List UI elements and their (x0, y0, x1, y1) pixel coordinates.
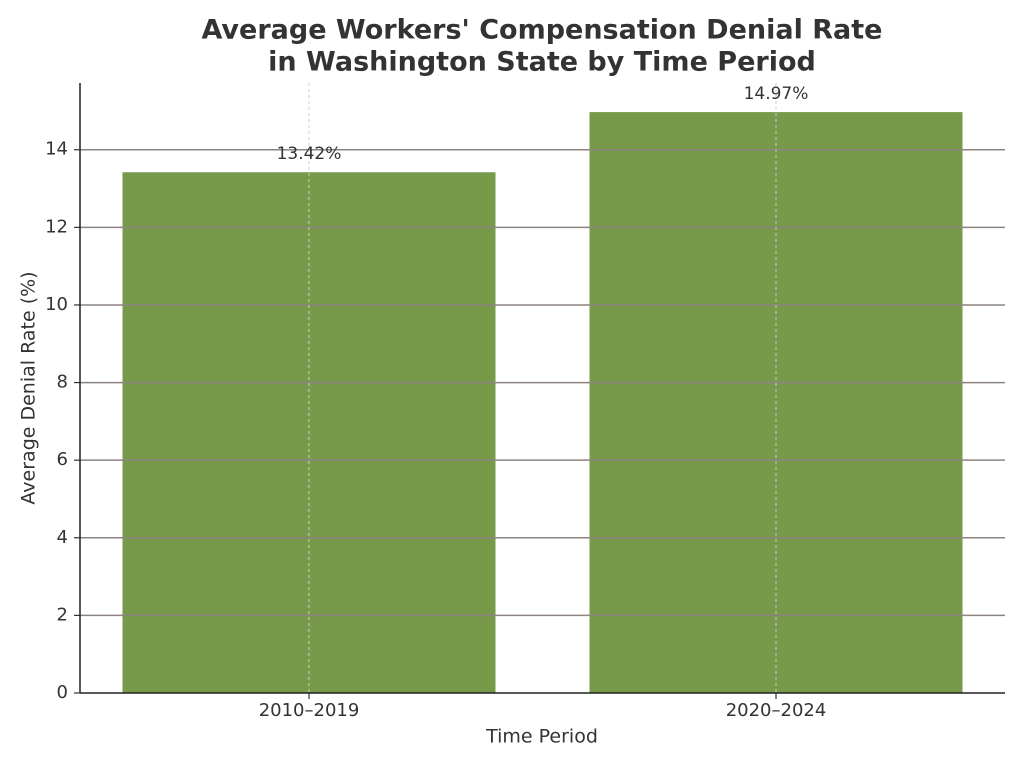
value-label: 14.97% (744, 84, 809, 104)
y-tick-label: 12 (45, 216, 68, 237)
chart-title: Average Workers' Compensation Denial Rat… (202, 15, 883, 46)
x-tick-label: 2020–2024 (726, 700, 827, 721)
y-tick-label: 6 (57, 449, 68, 470)
y-tick-label: 10 (45, 294, 68, 315)
y-tick-label: 0 (57, 682, 68, 703)
y-tick-label: 8 (57, 372, 68, 393)
y-tick-label: 14 (45, 139, 68, 160)
value-label: 13.42% (277, 144, 342, 164)
y-tick-label: 2 (57, 604, 68, 625)
x-axis-label: Time Period (485, 726, 598, 748)
y-tick-label: 4 (57, 527, 68, 548)
chart-title: in Washington State by Time Period (268, 47, 816, 78)
x-tick-label: 2010–2019 (259, 700, 360, 721)
y-axis-label: Average Denial Rate (%) (18, 271, 40, 504)
